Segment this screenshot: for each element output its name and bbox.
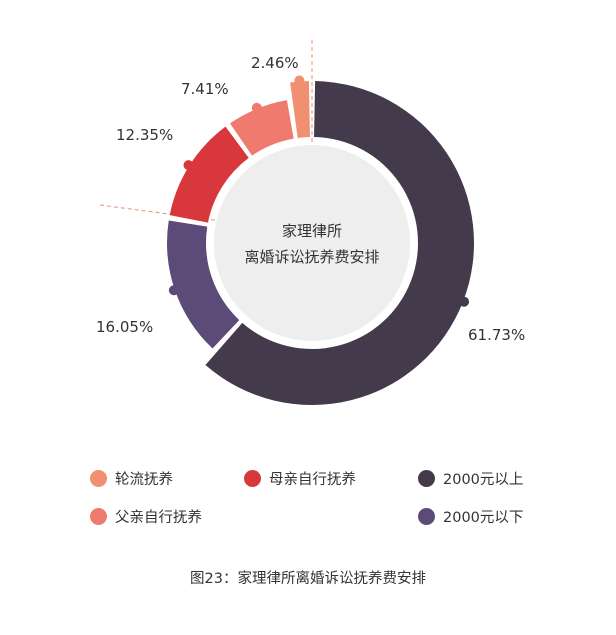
percent-label: 12.35% <box>116 126 173 144</box>
donut-chart: 61.73% 16.05% 12.35% 7.41% 2.46% 家理律所 离婚诉讼抚养… <box>96 40 525 406</box>
slice-marker <box>168 285 179 296</box>
center-subtitle: 离婚诉讼抚养费安排 <box>244 248 379 266</box>
legend-swatch-icon <box>244 469 261 487</box>
percent-label: 2.46% <box>251 54 299 72</box>
legend-swatch-icon <box>418 469 435 487</box>
slice-4 <box>230 100 294 156</box>
legend-swatch-icon <box>418 507 435 525</box>
legend-item: 轮流抚养 <box>90 467 173 489</box>
legend-swatch-icon <box>90 469 107 487</box>
figure-caption: 图23：家理律所离婚诉讼抚养费安排 <box>190 571 426 587</box>
slice-marker <box>294 75 305 86</box>
legend-item: 2000元以下 <box>418 505 523 527</box>
legend-swatch-icon <box>90 507 107 525</box>
slice-marker <box>459 296 470 307</box>
legend-label: 母亲自行抚养 <box>269 471 356 488</box>
legend-item: 2000元以上 <box>418 467 523 489</box>
percent-label: 16.05% <box>96 318 153 336</box>
slice-2 <box>166 220 240 349</box>
legend-label: 父亲自行抚养 <box>115 509 202 526</box>
legend-label: 2000元以上 <box>443 471 524 488</box>
slice-3 <box>169 126 249 223</box>
slice-marker <box>183 160 194 171</box>
slice-5 <box>290 81 310 138</box>
legend-label: 轮流抚养 <box>115 471 173 488</box>
legend: 轮流抚养 母亲自行抚养 2000元以上 父亲自行抚养 2000元以下 <box>0 455 616 545</box>
center-disc <box>214 145 410 341</box>
percent-labels: 61.73% 16.05% 12.35% 7.41% 2.46% <box>96 54 525 344</box>
percent-label: 61.73% <box>468 326 525 344</box>
legend-item: 父亲自行抚养 <box>90 505 202 527</box>
slice-marker <box>251 102 262 113</box>
donut-slices <box>166 75 475 406</box>
legend-item: 母亲自行抚养 <box>244 467 356 489</box>
slice-1 <box>205 81 475 406</box>
legend-label: 2000元以下 <box>443 509 524 526</box>
center-title: 家理律所 <box>282 222 342 240</box>
percent-label: 7.41% <box>181 80 229 98</box>
